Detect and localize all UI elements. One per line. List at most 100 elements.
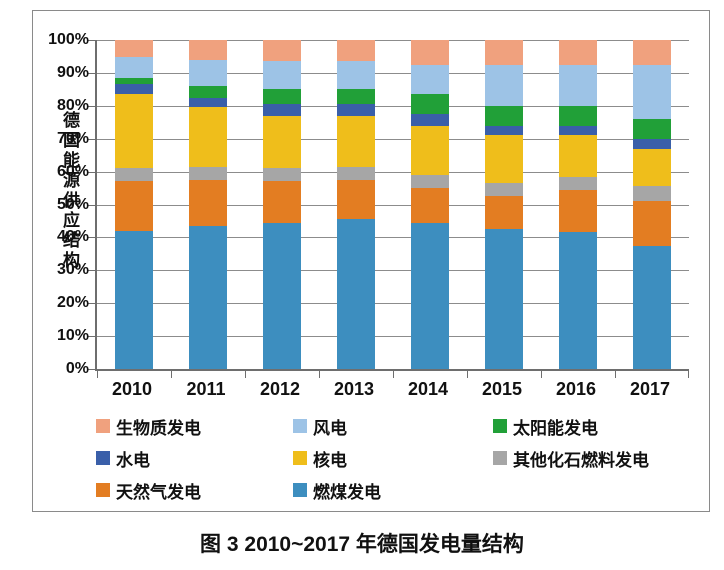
gridline-90 bbox=[97, 72, 689, 74]
x-label-2016: 2016 bbox=[555, 379, 597, 399]
y-tick-90 bbox=[88, 72, 96, 74]
segment-nuclear-2010 bbox=[115, 94, 153, 169]
x-tick-8 bbox=[688, 370, 689, 378]
y-tick-40 bbox=[88, 237, 96, 239]
legend-label-biomass: 生物质发电 bbox=[116, 418, 201, 438]
legend-label-other_fossil: 其他化石燃料发电 bbox=[513, 450, 649, 470]
segment-hydro-2017 bbox=[633, 138, 671, 149]
bar-2014 bbox=[411, 40, 449, 369]
chart-panel: 德国能源供应结构 0% 10% 20% 30% 40% 50% 60% 70% 80% 90% 10… bbox=[32, 10, 710, 512]
segment-biomass-2015 bbox=[485, 40, 523, 65]
y-tick-label-60: 60% bbox=[56, 162, 89, 180]
bar-2012 bbox=[263, 40, 301, 369]
y-tick-label-100: 100% bbox=[48, 31, 89, 48]
x-tick-3 bbox=[319, 370, 320, 378]
legend-swatch-solar bbox=[493, 419, 507, 433]
segment-wind-2010 bbox=[115, 56, 153, 78]
segment-hydro-2015 bbox=[485, 125, 523, 136]
bar-2013 bbox=[337, 40, 375, 369]
segment-coal-2016 bbox=[559, 232, 597, 369]
segment-solar-2013 bbox=[337, 89, 375, 105]
y-tick-30 bbox=[88, 270, 96, 272]
y-tick-label-10: 10% bbox=[56, 327, 89, 345]
gridline-40 bbox=[97, 237, 689, 239]
bar-2015 bbox=[485, 40, 523, 369]
segment-biomass-2010 bbox=[115, 40, 153, 57]
segment-other_fossil-2011 bbox=[189, 166, 227, 180]
segment-wind-2012 bbox=[263, 61, 301, 90]
y-axis-title: 德国能源供应结构 bbox=[60, 111, 79, 271]
segment-solar-2014 bbox=[411, 94, 449, 115]
x-label-2012: 2012 bbox=[259, 379, 301, 399]
gridline-100 bbox=[97, 40, 689, 41]
legend-swatch-natural_gas bbox=[96, 483, 110, 497]
legend-item-wind: 风电 bbox=[293, 416, 493, 438]
x-tick-1 bbox=[171, 370, 172, 378]
legend-label-nuclear: 核电 bbox=[313, 450, 347, 470]
segment-natural_gas-2016 bbox=[559, 189, 597, 233]
segment-other_fossil-2017 bbox=[633, 186, 671, 202]
segment-nuclear-2013 bbox=[337, 115, 375, 167]
segment-natural_gas-2010 bbox=[115, 181, 153, 231]
segment-coal-2010 bbox=[115, 230, 153, 369]
segment-coal-2011 bbox=[189, 225, 227, 369]
segment-natural_gas-2017 bbox=[633, 201, 671, 246]
figure-caption: 图 3 2010~2017 年德国发电量结构 bbox=[200, 533, 524, 556]
segment-natural_gas-2014 bbox=[411, 188, 449, 223]
legend-item-coal: 燃煤发电 bbox=[293, 480, 493, 502]
legend-swatch-wind bbox=[293, 419, 307, 433]
x-tick-0 bbox=[97, 370, 98, 378]
gridline-10 bbox=[97, 336, 689, 338]
segment-biomass-2012 bbox=[263, 40, 301, 62]
segment-wind-2016 bbox=[559, 64, 597, 106]
segment-nuclear-2012 bbox=[263, 115, 301, 169]
segment-other_fossil-2015 bbox=[485, 183, 523, 197]
legend-item-hydro: 水电 bbox=[96, 448, 293, 470]
legend-swatch-nuclear bbox=[293, 451, 307, 465]
segment-wind-2015 bbox=[485, 64, 523, 106]
y-tick-label-30: 30% bbox=[56, 261, 89, 279]
segment-solar-2017 bbox=[633, 119, 671, 139]
segment-other_fossil-2013 bbox=[337, 166, 375, 180]
x-tick-6 bbox=[541, 370, 542, 378]
bar-2011 bbox=[189, 40, 227, 369]
segment-wind-2011 bbox=[189, 59, 227, 87]
y-tick-label-0: 0% bbox=[65, 360, 89, 377]
gridline-50 bbox=[97, 204, 689, 206]
segment-nuclear-2017 bbox=[633, 148, 671, 187]
bar-2016 bbox=[559, 40, 597, 369]
legend-item-nuclear: 核电 bbox=[293, 448, 493, 470]
legend-swatch-biomass bbox=[96, 419, 110, 433]
y-tick-label-20: 20% bbox=[56, 294, 89, 312]
segment-hydro-2014 bbox=[411, 114, 449, 126]
legend-label-hydro: 水电 bbox=[116, 450, 150, 470]
x-tick-4 bbox=[393, 370, 394, 378]
x-label-2015: 2015 bbox=[481, 379, 523, 399]
x-label-2014: 2014 bbox=[407, 379, 449, 399]
segment-other_fossil-2012 bbox=[263, 168, 301, 182]
segment-hydro-2011 bbox=[189, 97, 227, 108]
x-tick-2 bbox=[245, 370, 246, 378]
segment-natural_gas-2011 bbox=[189, 179, 227, 226]
segment-biomass-2013 bbox=[337, 40, 375, 62]
legend-label-coal: 燃煤发电 bbox=[313, 482, 381, 502]
segment-solar-2010 bbox=[115, 77, 153, 85]
segment-natural_gas-2015 bbox=[485, 196, 523, 230]
gridline-70 bbox=[97, 138, 689, 140]
segment-hydro-2013 bbox=[337, 104, 375, 116]
segment-nuclear-2011 bbox=[189, 107, 227, 167]
x-label-2017: 2017 bbox=[629, 379, 671, 399]
y-tick-label-90: 90% bbox=[56, 63, 89, 81]
x-label-2010: 2010 bbox=[111, 379, 153, 399]
y-tick-100 bbox=[88, 40, 96, 41]
y-tick-80 bbox=[88, 105, 96, 107]
legend-label-wind: 风电 bbox=[313, 418, 347, 438]
segment-solar-2011 bbox=[189, 86, 227, 98]
plot-area: 0% 10% 20% 30% 40% 50% 60% 70% 80% 90% 100% bbox=[48, 31, 689, 378]
segment-hydro-2012 bbox=[263, 104, 301, 116]
legend-label-solar: 太阳能发电 bbox=[513, 418, 598, 438]
x-label-2013: 2013 bbox=[333, 379, 375, 399]
segment-solar-2012 bbox=[263, 89, 301, 105]
legend-swatch-coal bbox=[293, 483, 307, 497]
y-tick-0 bbox=[88, 369, 96, 370]
